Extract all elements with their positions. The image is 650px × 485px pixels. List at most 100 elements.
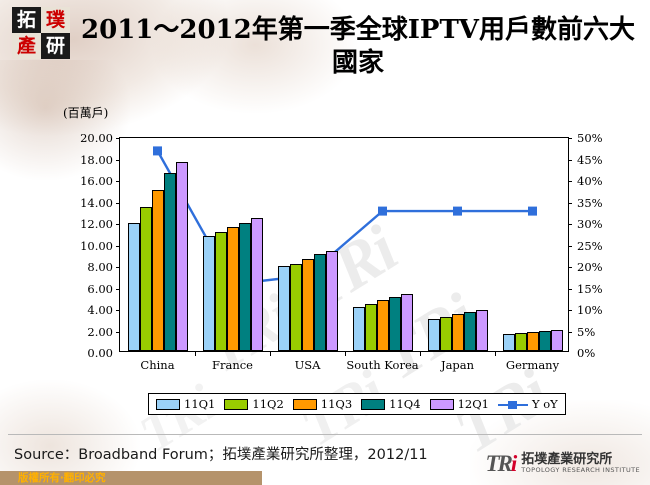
y-axis-tick-label: 14.00 [80, 195, 113, 210]
x-axis-label-france: France [212, 358, 253, 372]
secondary-y-axis-tick-mark [568, 202, 572, 204]
y-axis-tick-mark [116, 267, 120, 268]
secondary-y-axis-tick-mark [568, 159, 572, 161]
source-text: Source：Broadband Forum；拓墣產業研究所整理，2012/11 [14, 447, 428, 463]
bar-11q3-japan[interactable] [451, 314, 464, 351]
bar-group [420, 138, 495, 351]
bar-11q1-japan[interactable] [427, 318, 440, 351]
bar-11q3-france[interactable] [226, 227, 239, 351]
legend-label: 11Q4 [389, 397, 421, 411]
legend-item-12q1[interactable]: 12Q1 [429, 397, 489, 411]
y-axis-tick-mark [116, 288, 120, 290]
bar-11q4-south-korea[interactable] [388, 297, 401, 351]
bar-11q4-usa[interactable] [313, 254, 326, 351]
legend-item-11q3[interactable]: 11Q3 [292, 397, 352, 411]
yoy-marker-south-korea[interactable] [378, 206, 387, 216]
x-axis-label-germany: Germany [505, 358, 560, 372]
y-axis-tick-mark [116, 181, 120, 182]
footer-logo-cn: 拓墣產業研究所 [521, 452, 613, 468]
legend-swatch-icon [429, 398, 454, 410]
x-axis-tick-mark [420, 351, 421, 356]
chart-container: (百萬戶) 0.00 2.00 4.00 6.00 8.00 10.00 12.00 14.0… [57, 104, 603, 422]
y-axis-unit-label: (百萬戶) [63, 106, 109, 120]
footer-logo: TRi 拓墣產業研究所 TOPOLOGY RESEARCH INSTITUTE [485, 452, 640, 475]
logo-char-2: 璞 [41, 7, 70, 33]
secondary-y-axis-tick-mark [568, 288, 572, 290]
secondary-y-axis-tick-label: 0% [577, 346, 596, 360]
secondary-y-axis-tick-mark [568, 267, 572, 268]
bar-11q2-china[interactable] [139, 206, 152, 351]
bar-11q1-germany[interactable] [502, 333, 515, 351]
secondary-y-axis-tick-label: 45% [577, 152, 603, 167]
bar-12q1-japan[interactable] [475, 310, 488, 351]
bar-12q1-france[interactable] [250, 217, 263, 351]
x-axis-label-china: China [140, 358, 175, 372]
secondary-y-axis-tick-label: 5% [577, 324, 596, 339]
bar-11q3-south-korea[interactable] [376, 300, 389, 351]
yoy-marker-china[interactable] [153, 146, 162, 156]
secondary-y-axis-tick-mark [568, 310, 572, 311]
bar-12q1-china[interactable] [175, 161, 188, 351]
bar-12q1-south-korea[interactable] [400, 294, 413, 351]
y-axis-tick-label: 8.00 [87, 260, 113, 274]
legend-item-11q1[interactable]: 11Q1 [156, 397, 215, 411]
secondary-y-axis-tick-label: 50% [577, 131, 603, 145]
bar-11q1-south-korea[interactable] [352, 306, 365, 351]
bar-11q2-south-korea[interactable] [364, 303, 377, 351]
y-axis-tick-mark [116, 310, 120, 311]
copyright-text: 版權所有‧翻印必究 [18, 472, 106, 484]
bar-12q1-usa[interactable] [325, 251, 338, 351]
y-axis-tick-label: 12.00 [80, 217, 113, 231]
y-axis-tick-mark [116, 224, 120, 225]
page-title: 2011～2012年第一季全球IPTV用戶數前六大國家 [81, 15, 635, 79]
bar-11q1-china[interactable] [127, 223, 140, 351]
secondary-y-axis-tick-mark [568, 331, 572, 333]
bar-11q2-france[interactable] [214, 231, 227, 351]
legend-item-yoy[interactable]: Y oY [497, 397, 558, 411]
y-axis-tick-mark [116, 159, 120, 161]
bar-group [195, 138, 270, 351]
secondary-y-axis-tick-mark [568, 245, 572, 247]
y-axis-tick-label: 2.00 [87, 324, 113, 339]
secondary-y-axis-tick-mark [568, 138, 572, 139]
x-axis-label-japan: Japan [440, 358, 475, 372]
yoy-marker-japan[interactable] [453, 206, 462, 216]
logo-char-1: 拓 [12, 7, 41, 33]
y-axis-tick-label: 16.00 [80, 174, 113, 188]
y-axis-tick-mark [116, 245, 120, 247]
legend-swatch-icon [224, 398, 249, 410]
y-axis-tick-label: 10.00 [80, 238, 113, 253]
bar-11q1-france[interactable] [202, 235, 215, 351]
chart-plot-area: 0.00 2.00 4.00 6.00 8.00 10.00 12.00 14.00 16.00… [80, 131, 603, 372]
copyright-bar: 版權所有‧翻印必究 [0, 471, 262, 485]
secondary-y-axis-tick-label: 35% [577, 195, 603, 210]
source-divider [8, 434, 642, 435]
bar-11q4-china[interactable] [163, 172, 176, 351]
bar-11q2-usa[interactable] [289, 263, 302, 351]
bar-11q1-usa[interactable] [277, 266, 290, 351]
legend-item-11q2[interactable]: 11Q2 [224, 397, 284, 411]
secondary-y-axis-tick-label: 30% [577, 217, 603, 231]
bar-12q1-germany[interactable] [550, 329, 563, 351]
y-axis-tick-label: 18.00 [80, 152, 113, 167]
secondary-y-axis-tick-label: 40% [577, 174, 603, 188]
logo-char-4: 研 [41, 33, 70, 59]
bar-11q3-china[interactable] [151, 189, 164, 351]
yoy-marker-germany[interactable] [528, 206, 537, 216]
bar-11q3-usa[interactable] [301, 258, 314, 351]
bar-11q4-japan[interactable] [463, 312, 476, 351]
bar-11q4-germany[interactable] [538, 330, 551, 351]
bar-11q2-germany[interactable] [514, 332, 527, 351]
bar-11q4-france[interactable] [238, 223, 251, 351]
y-axis-tick-label: 20.00 [80, 131, 113, 145]
x-axis-tick-mark [495, 351, 496, 356]
x-axis-label-south-korea: South Korea [346, 358, 419, 372]
x-axis-tick-mark [270, 351, 271, 356]
x-axis-label-usa: USA [294, 358, 321, 372]
legend-swatch-icon [292, 398, 317, 410]
bar-11q2-japan[interactable] [439, 316, 452, 351]
bar-11q3-germany[interactable] [526, 331, 539, 351]
chart-legend: 11Q1 11Q2 11Q3 11Q4 12Q1 Y oY [148, 393, 566, 415]
legend-item-11q4[interactable]: 11Q4 [361, 397, 421, 411]
x-axis-tick-mark [345, 351, 346, 356]
